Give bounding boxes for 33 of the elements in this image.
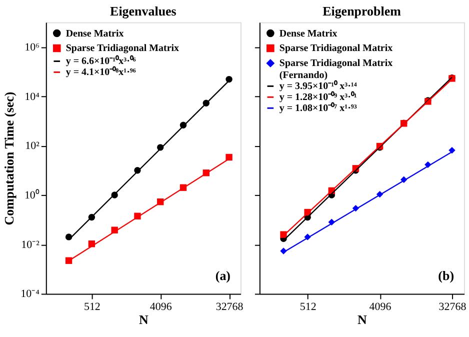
x-tick-label: 32768 <box>216 301 244 314</box>
y-tick-label: 10⁴ <box>24 90 40 103</box>
legend-label: y = 3.95×10⁻¹⁰ x³·¹⁴ <box>279 80 357 92</box>
annotation: (a) <box>215 268 231 283</box>
annotation: (b) <box>438 268 454 283</box>
x-tick-label: 512 <box>300 301 316 314</box>
legend-label: Dense Matrix <box>66 28 124 40</box>
legend-label: Sparse Tridiagonal Matrix <box>66 43 180 54</box>
x-axis-title: N <box>139 312 150 328</box>
y-tick-label: 10² <box>25 140 40 152</box>
legend-label: y = 1.08×10⁻⁰⁷ x¹·⁹³ <box>279 102 357 114</box>
y-tick-label: 10⁶ <box>24 41 40 54</box>
legend-label: y = 1.28×10⁻⁰⁹ x³·⁰¹ <box>279 91 357 104</box>
chart-title: Eigenproblem <box>322 3 402 18</box>
y-tick-label: 10⁰ <box>24 188 40 202</box>
x-tick-label: 4096 <box>369 301 392 314</box>
point <box>111 226 118 234</box>
legend-label: y = 6.6×10⁻¹⁰x³·⁰⁶ <box>66 55 136 68</box>
chart-title: Eigenvalues <box>110 3 176 18</box>
x-tick-label: 4096 <box>150 301 172 314</box>
y-tick-label: 10⁻⁴ <box>20 288 40 300</box>
x-axis-title: N <box>358 312 368 328</box>
y-tick-label: 10⁻² <box>21 238 40 251</box>
point <box>226 154 232 161</box>
point <box>280 231 287 238</box>
x-tick-label: 32768 <box>438 301 467 314</box>
point <box>448 146 456 154</box>
x-tick-label: 512 <box>84 301 100 314</box>
legend-label: Sparse Tridiagonal Matrix <box>279 43 393 54</box>
legend-label: y = 4.1×10⁻⁰⁸x¹·⁹⁶ <box>66 66 136 78</box>
y-axis-title: Computation Time (sec) <box>2 92 17 226</box>
legend-label: Dense Matrix <box>279 28 338 40</box>
legend-label: Sparse Tridiagonal Matrix (Fernando) <box>279 58 393 82</box>
